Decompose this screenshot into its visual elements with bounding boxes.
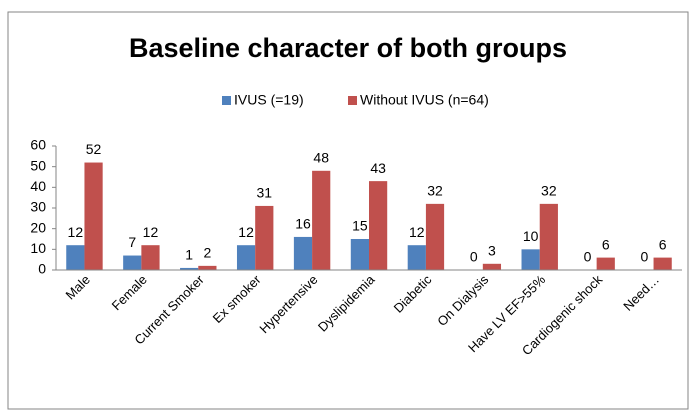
data-label: 32 <box>427 183 443 199</box>
bar <box>123 255 142 270</box>
data-label: 52 <box>86 141 102 157</box>
data-label: 12 <box>238 224 254 240</box>
y-tick-label: 10 <box>30 240 46 256</box>
bar <box>350 239 369 270</box>
bar <box>141 245 160 270</box>
data-label: 32 <box>541 183 557 199</box>
data-label: 48 <box>313 150 329 166</box>
legend-swatch <box>222 96 231 105</box>
chart-border <box>7 11 689 410</box>
data-label: 6 <box>659 236 667 252</box>
data-label: 12 <box>68 224 84 240</box>
legend-swatch <box>348 96 357 105</box>
bar <box>539 203 558 270</box>
bar <box>369 181 388 270</box>
data-label: 0 <box>584 249 592 265</box>
chart-title: Baseline character of both groups <box>129 33 567 63</box>
y-tick-label: 40 <box>30 178 46 194</box>
data-label: 7 <box>128 234 136 250</box>
bar <box>293 236 313 270</box>
bar <box>425 203 445 270</box>
data-label: 12 <box>143 224 159 240</box>
y-tick-label: 30 <box>30 199 46 215</box>
y-tick-label: 0 <box>38 261 46 277</box>
data-label: 15 <box>352 218 368 234</box>
bar <box>66 245 85 270</box>
legend-label: IVUS (=19) <box>234 92 304 108</box>
y-tick-label: 50 <box>30 157 46 173</box>
bar <box>236 245 256 270</box>
bar <box>653 257 672 270</box>
bar <box>255 205 274 270</box>
bar <box>84 162 103 270</box>
bar <box>198 265 217 270</box>
y-tick-label: 20 <box>30 219 46 235</box>
data-label: 16 <box>295 216 311 232</box>
bar <box>596 257 615 270</box>
y-tick-label: 60 <box>30 137 46 153</box>
data-label: 0 <box>641 249 649 265</box>
data-label: 0 <box>470 249 478 265</box>
data-label: 31 <box>256 185 272 201</box>
data-label: 12 <box>409 224 425 240</box>
data-label: 3 <box>488 243 496 259</box>
data-label: 10 <box>523 228 539 244</box>
data-label: 1 <box>185 247 193 263</box>
data-label: 43 <box>370 160 386 176</box>
data-label: 2 <box>203 245 211 261</box>
bar <box>312 170 331 270</box>
legend-label: Without IVUS (n=64) <box>360 92 489 108</box>
data-label: 6 <box>602 236 610 252</box>
bar <box>482 263 502 270</box>
bar <box>521 249 540 270</box>
bar <box>407 245 426 270</box>
bar <box>180 267 199 270</box>
